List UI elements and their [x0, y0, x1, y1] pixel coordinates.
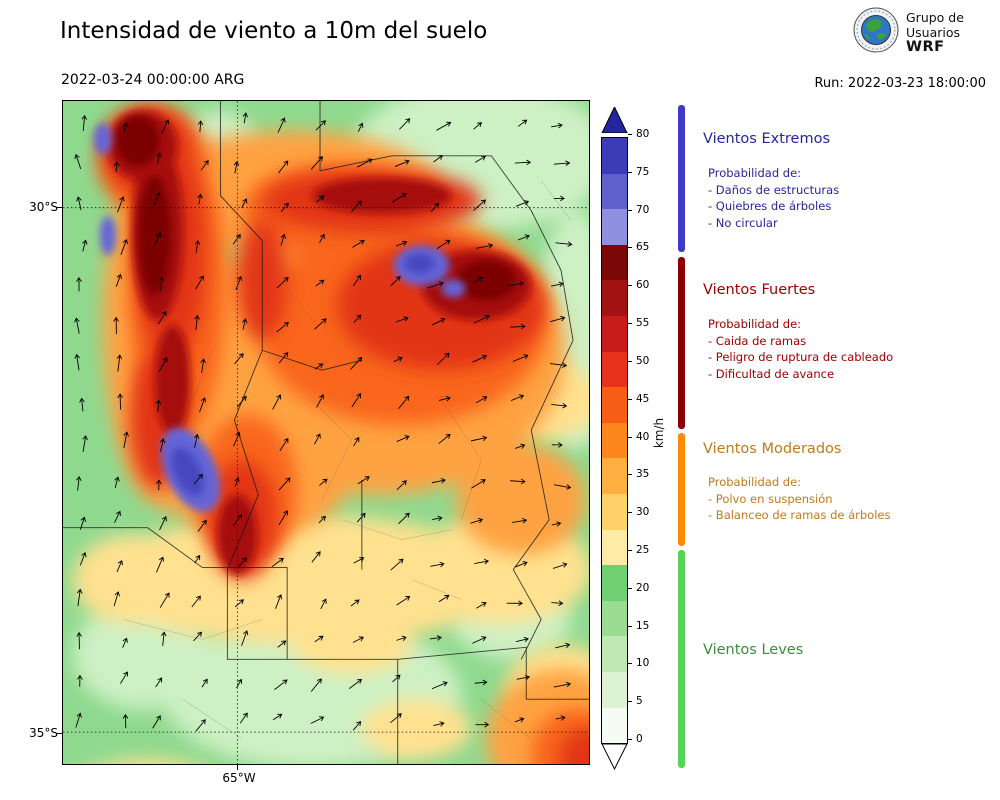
graticule	[63, 101, 589, 764]
wind-direction-arrows	[74, 112, 573, 732]
run-datetime: Run: 2022-03-23 18:00:00	[814, 76, 986, 91]
colorbar-unit: km/h	[652, 417, 666, 449]
moderados-item: - Balanceo de ramas de árboles	[708, 508, 891, 522]
lon-tick-65w	[237, 764, 238, 770]
lat-tick-35s	[56, 733, 62, 734]
moderados-item: - Polvo en suspensión	[708, 491, 833, 506]
logo-line-2: Usuarios	[906, 24, 961, 40]
moderados-probabilities: Probabilidad de: - Polvo en suspensión -…	[708, 474, 890, 524]
extremos-item: - Quiebres de árboles	[708, 199, 832, 213]
logo-line-3: WRF	[906, 38, 945, 55]
fuertes-prob-label: Probabilidad de:	[708, 317, 802, 331]
extremos-title: Vientos Extremos	[703, 131, 831, 147]
extremos-probabilities: Probabilidad de: - Daños de estructuras …	[708, 165, 839, 231]
fuertes-title: Vientos Fuertes	[703, 282, 816, 298]
wind-field-plot	[63, 101, 589, 764]
colorbar-ticks: 0 5 10 15 20 25 30 35 40 45 50 55 60 65 70 75 80	[628, 107, 668, 772]
fuertes-item: - Caida de ramas	[708, 333, 807, 348]
moderados-scale-bar	[678, 433, 685, 546]
colorbar-scale	[601, 137, 628, 744]
page-title: Intensidad de viento a 10m del suelo	[60, 18, 488, 44]
lat-tick-30s	[56, 207, 62, 208]
moderados-prob-label: Probabilidad de:	[708, 475, 802, 489]
leves-scale-bar	[678, 550, 685, 768]
department-boundaries	[122, 180, 572, 740]
fuertes-probabilities: Probabilidad de: - Caida de ramas - Peli…	[708, 316, 893, 382]
fuertes-item: - Peligro de ruptura de cableado	[708, 350, 894, 364]
wind-map	[62, 100, 590, 765]
fuertes-item: - Dificultad de avance	[708, 366, 835, 381]
logo-text: Grupo de Usuarios WRF	[906, 10, 964, 55]
fuertes-scale-bar	[678, 257, 685, 429]
moderados-title: Vientos Moderados	[703, 441, 842, 457]
logo-line-1: Grupo de	[906, 9, 964, 25]
extremos-item: - No circular	[708, 215, 778, 230]
colorbar-under-arrow	[601, 743, 628, 771]
extremos-item: - Daños de estructuras	[708, 182, 840, 197]
colorbar	[601, 105, 628, 774]
lat-label-35s: 35°S	[29, 726, 58, 740]
colorbar-over-arrow	[601, 105, 628, 134]
wrf-logo: Grupo de Usuarios WRF	[852, 6, 964, 58]
extremos-scale-bar	[678, 105, 685, 252]
valid-datetime: 2022-03-24 00:00:00 ARG	[61, 72, 245, 88]
extremos-prob-label: Probabilidad de:	[708, 166, 802, 180]
lon-label-65w: 65°W	[222, 771, 256, 785]
leves-title: Vientos Leves	[703, 642, 804, 658]
lat-label-30s: 30°S	[29, 200, 58, 214]
globe-icon	[852, 6, 900, 58]
